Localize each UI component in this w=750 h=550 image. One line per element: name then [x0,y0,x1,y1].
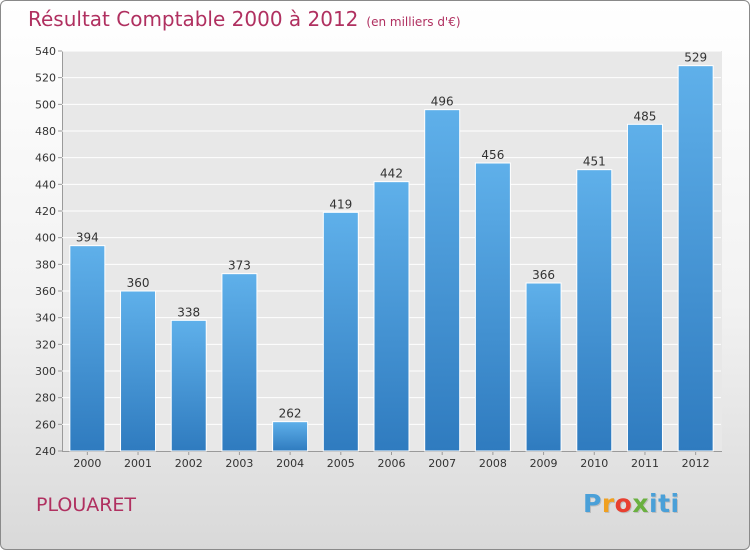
y-tick-label: 340 [35,312,56,325]
y-tick-label: 400 [35,232,56,245]
data-label: 419 [329,197,352,211]
bar-2003 [221,273,258,452]
bar-2002 [170,319,207,452]
chart-title: Résultat Comptable 2000 à 2012 (en millie… [28,7,461,31]
data-label: 373 [228,259,251,273]
y-tick-label: 480 [35,125,56,138]
bar-2001 [120,290,157,452]
data-label: 442 [380,167,403,181]
y-tick-label: 360 [35,285,56,298]
bar-2008 [474,162,511,452]
bar-2009 [525,282,562,452]
y-tick-label: 240 [35,445,56,458]
x-tick-label: 2007 [428,457,456,470]
bar-2000 [69,245,106,452]
data-label: 485 [634,109,657,123]
y-tick-label: 460 [35,152,56,165]
data-label: 456 [481,148,504,162]
y-tick-label: 420 [35,205,56,218]
commune-name: PLOUARET [36,494,137,516]
data-label: 366 [532,268,555,282]
bar-2007 [424,109,461,452]
data-label: 529 [684,51,707,65]
x-tick-label: 2009 [530,457,558,470]
data-label: 338 [177,305,200,319]
y-tick-label: 540 [35,45,56,58]
y-tick-label: 260 [35,418,56,431]
data-label: 360 [127,276,150,290]
proxiti-logo: Proxiti [583,489,680,518]
chart-title-text: Résultat Comptable 2000 à 2012 [28,7,359,31]
bar-2004 [272,421,309,452]
y-tick-label: 280 [35,392,56,405]
y-tick-label: 300 [35,365,56,378]
x-tick-label: 2001 [124,457,152,470]
y-tick-label: 520 [35,72,56,85]
bar-2012 [677,65,714,452]
y-tick-label: 500 [35,98,56,111]
x-tick-label: 2003 [225,457,253,470]
x-tick-label: 2000 [73,457,101,470]
x-tick-label: 2006 [378,457,406,470]
chart-subtitle: (en milliers d'€) [366,15,461,29]
data-label: 262 [279,407,302,421]
bar-2006 [373,181,410,452]
data-label: 451 [583,155,606,169]
x-tick-label: 2012 [682,457,710,470]
y-tick-label: 440 [35,178,56,191]
x-tick-label: 2011 [631,457,659,470]
bar-2011 [626,123,663,452]
x-tick-label: 2008 [479,457,507,470]
bar-2005 [322,211,359,452]
x-tick-label: 2005 [327,457,355,470]
data-label: 496 [431,95,454,109]
data-label: 394 [76,231,99,245]
x-tick-label: 2004 [276,457,304,470]
x-tick-label: 2002 [175,457,203,470]
x-tick-label: 2010 [580,457,608,470]
y-tick-label: 320 [35,338,56,351]
bar-2010 [576,169,613,452]
y-tick-label: 380 [35,258,56,271]
